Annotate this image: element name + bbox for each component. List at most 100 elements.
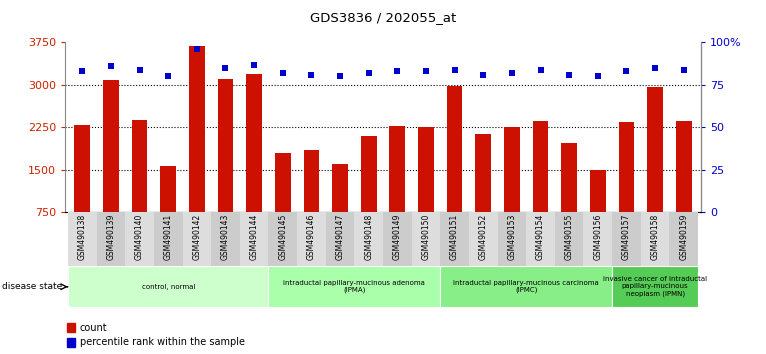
Bar: [498, 212, 526, 266]
Bar: [640, 212, 669, 266]
Bar: [132, 120, 147, 212]
Text: GSM490143: GSM490143: [221, 213, 230, 260]
Bar: [211, 212, 240, 266]
Text: GSM490152: GSM490152: [479, 213, 488, 260]
Bar: [67, 323, 76, 332]
Bar: [612, 266, 698, 307]
Point: [563, 72, 575, 78]
Point: [306, 72, 318, 78]
Bar: [74, 125, 90, 212]
Bar: [447, 86, 463, 212]
Text: GSM490140: GSM490140: [135, 213, 144, 260]
Bar: [469, 212, 498, 266]
Bar: [268, 212, 297, 266]
Point: [362, 70, 375, 76]
Text: intraductal papillary-mucinous carcinoma
(IPMC): intraductal papillary-mucinous carcinoma…: [453, 280, 599, 293]
Text: GSM490148: GSM490148: [364, 213, 373, 260]
Bar: [612, 212, 640, 266]
Bar: [411, 212, 440, 266]
Bar: [532, 121, 548, 212]
Bar: [182, 212, 211, 266]
Bar: [440, 212, 469, 266]
Text: GSM490147: GSM490147: [336, 213, 345, 260]
Bar: [555, 212, 584, 266]
Text: intraductal papillary-mucinous adenoma
(IPMA): intraductal papillary-mucinous adenoma (…: [283, 280, 425, 293]
Point: [535, 67, 547, 73]
Text: GDS3836 / 202055_at: GDS3836 / 202055_at: [310, 11, 456, 24]
Text: GSM490142: GSM490142: [192, 213, 201, 260]
Text: GSM490144: GSM490144: [250, 213, 259, 260]
Point: [678, 67, 690, 73]
Text: GSM490138: GSM490138: [78, 213, 87, 260]
Bar: [584, 212, 612, 266]
Point: [391, 69, 404, 74]
Text: invasive cancer of intraductal
papillary-mucinous
neoplasm (IPMN): invasive cancer of intraductal papillary…: [603, 276, 707, 297]
Point: [620, 69, 633, 74]
Point: [591, 74, 604, 79]
Bar: [67, 338, 76, 347]
Bar: [97, 212, 126, 266]
Text: GSM490149: GSM490149: [393, 213, 402, 260]
Point: [506, 70, 518, 76]
Bar: [355, 212, 383, 266]
Bar: [303, 150, 319, 212]
Text: disease state: disease state: [2, 282, 62, 291]
Text: control, normal: control, normal: [142, 284, 195, 290]
Bar: [590, 171, 606, 212]
Point: [105, 63, 117, 69]
Bar: [561, 143, 577, 212]
Bar: [246, 74, 262, 212]
Point: [219, 65, 231, 71]
Text: GSM490146: GSM490146: [307, 213, 316, 260]
Point: [76, 69, 88, 74]
Point: [191, 46, 203, 52]
Text: GSM490150: GSM490150: [421, 213, 430, 260]
Bar: [476, 134, 491, 212]
Point: [477, 72, 489, 78]
Text: count: count: [80, 322, 107, 332]
Bar: [154, 212, 182, 266]
Bar: [68, 212, 97, 266]
Bar: [389, 126, 405, 212]
Text: GSM490145: GSM490145: [278, 213, 287, 260]
Point: [420, 69, 432, 74]
Point: [133, 67, 146, 73]
Bar: [326, 212, 355, 266]
Text: percentile rank within the sample: percentile rank within the sample: [80, 337, 244, 347]
Bar: [275, 153, 290, 212]
Text: GSM490156: GSM490156: [594, 213, 602, 260]
Bar: [647, 87, 663, 212]
Bar: [126, 212, 154, 266]
Text: GSM490155: GSM490155: [565, 213, 574, 260]
Bar: [218, 79, 234, 212]
Bar: [189, 46, 205, 212]
Bar: [268, 266, 440, 307]
Bar: [676, 121, 692, 212]
Bar: [361, 136, 377, 212]
Bar: [504, 127, 520, 212]
Point: [162, 74, 175, 79]
Text: GSM490154: GSM490154: [536, 213, 545, 260]
Bar: [68, 266, 268, 307]
Bar: [619, 122, 634, 212]
Bar: [669, 212, 698, 266]
Bar: [418, 127, 434, 212]
Bar: [160, 166, 176, 212]
Text: GSM490159: GSM490159: [679, 213, 688, 260]
Bar: [240, 212, 268, 266]
Point: [448, 67, 460, 73]
Bar: [526, 212, 555, 266]
Text: GSM490141: GSM490141: [164, 213, 172, 260]
Point: [277, 70, 289, 76]
Bar: [103, 80, 119, 212]
Point: [649, 65, 661, 71]
Bar: [440, 266, 612, 307]
Text: GSM490153: GSM490153: [507, 213, 516, 260]
Bar: [332, 164, 348, 212]
Text: GSM490158: GSM490158: [650, 213, 660, 260]
Point: [248, 62, 260, 67]
Bar: [297, 212, 326, 266]
Text: GSM490157: GSM490157: [622, 213, 631, 260]
Text: GSM490151: GSM490151: [450, 213, 459, 260]
Point: [334, 74, 346, 79]
